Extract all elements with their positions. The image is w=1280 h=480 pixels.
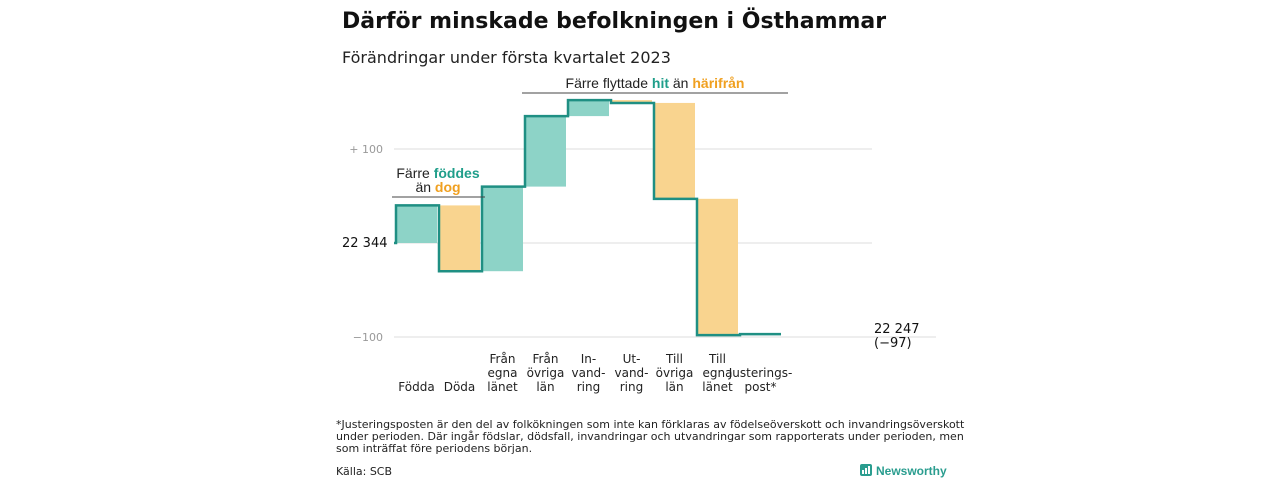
category-label: Ut- [623,352,641,366]
source-label: Källa: SCB [336,465,392,478]
category-label: Till [708,352,726,366]
annotation-migration-prefix: Färre flyttade [566,75,652,91]
footnote-line-2: under perioden. Där ingår födslar, dödsf… [336,430,964,443]
brand-logo: Newsworthy [860,464,947,478]
category-label: länet [487,380,518,394]
y-ticks: + 100 −100 [349,143,383,344]
y-tick-label: −100 [353,331,383,344]
category-label: övriga [656,366,694,380]
category-label: Till [665,352,683,366]
category-label: egna [703,366,733,380]
category-label: vand- [614,366,648,380]
brand-name: Newsworthy [876,464,947,478]
bar [525,116,566,187]
step-path [394,98,781,337]
bar [697,198,738,336]
end-value-label: 22 247 [874,322,920,337]
bars [396,100,781,336]
category-label: övriga [527,366,565,380]
category-label: egna [488,366,518,380]
footnote-line-3: som inträffat före periodens början. [336,442,532,455]
annotation-migration: Färre flyttade hit än härifrån [522,75,788,94]
category-label: Justerings- [728,366,793,380]
category-label: län [536,380,554,394]
category-label: ring [620,380,644,394]
bar [568,100,609,117]
chart-title: Därför minskade befolkningen i Östhammar [342,8,886,34]
step-line [394,98,781,337]
annotation-births-orange: dog [435,179,461,195]
category-label: Från [490,352,516,366]
annotation-migration-teal: hit [652,75,669,91]
category-label: län [665,380,683,394]
svg-text:Färre föddes: Färre föddes [396,165,479,181]
category-label: Från [533,352,559,366]
category-label: Födda [398,380,434,394]
annotation-births-prefix: Färre [396,165,433,181]
start-value-label: 22 344 [342,236,388,251]
chart-subtitle: Förändringar under första kvartalet 2023 [342,48,671,67]
bar [439,205,480,272]
bar [654,102,695,199]
category-label: Döda [444,380,476,394]
end-change-label: (−97) [874,336,912,351]
category-label: post* [745,380,777,394]
annotation-births-teal: föddes [434,165,480,181]
bar [611,100,652,103]
svg-text:än dog: än dog [415,179,460,195]
annotation-births: Färre föddes än dog [392,165,485,198]
category-label: In- [581,352,596,366]
bar [482,186,523,272]
annotation-migration-middle: än [669,75,692,91]
footnote-line-1: *Justeringsposten är den del av folkökni… [336,418,965,431]
annotation-migration-orange: härifrån [692,75,744,91]
annotation-births-line2: än [415,179,434,195]
y-tick-label: + 100 [349,143,383,156]
bar [396,205,437,243]
svg-text:Färre flyttade hit än härifrån: Färre flyttade hit än härifrån [566,75,745,91]
category-label: vand- [571,366,605,380]
category-label: länet [702,380,733,394]
category-labels: Födda DödaFrånegnalänetFrånövrigalänIn-va… [398,352,792,394]
category-label: ring [577,380,601,394]
